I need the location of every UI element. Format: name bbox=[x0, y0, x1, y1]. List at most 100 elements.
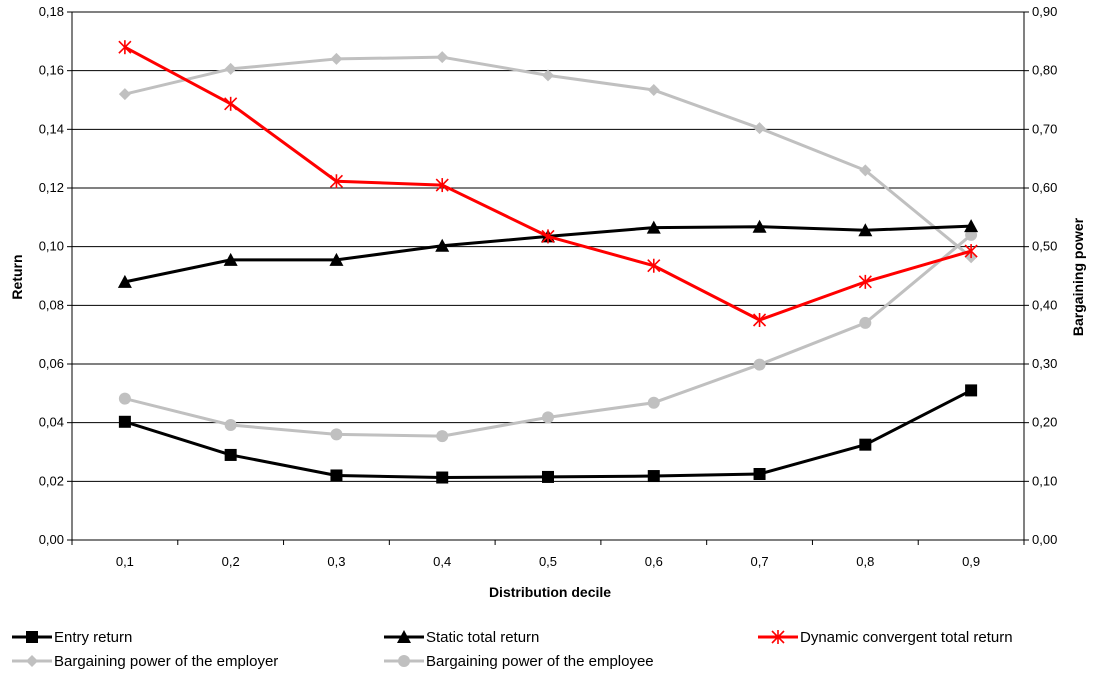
y-tick-label: 0,12 bbox=[39, 180, 64, 195]
series-line bbox=[124, 233, 973, 438]
series-entry-return bbox=[118, 384, 978, 484]
data-point bbox=[859, 164, 872, 177]
y-tick-label: 0,18 bbox=[39, 4, 64, 19]
y-tick-label: 0,04 bbox=[39, 415, 64, 430]
x-tick-label: 0,6 bbox=[645, 554, 663, 569]
legend-label: Entry return bbox=[54, 629, 132, 646]
legend-item: Static total return bbox=[384, 629, 539, 646]
y-tick-label: 0,10 bbox=[39, 239, 64, 254]
y-tick-label: 0,14 bbox=[39, 121, 64, 136]
legend-label: Dynamic convergent total return bbox=[800, 629, 1013, 646]
y-tick-label: 0,16 bbox=[39, 63, 64, 78]
data-point bbox=[752, 313, 767, 327]
data-point bbox=[330, 52, 343, 65]
y2-tick-label: 0,10 bbox=[1032, 473, 1057, 488]
data-point bbox=[647, 396, 660, 409]
data-point bbox=[398, 655, 410, 667]
series-dynamic-convergent-total-return bbox=[118, 40, 978, 327]
data-point bbox=[330, 469, 343, 482]
y2-tick-label: 0,40 bbox=[1032, 297, 1057, 312]
series-line bbox=[124, 389, 972, 480]
y2-axis-title: Bargaining power bbox=[1070, 217, 1086, 336]
series-line bbox=[124, 45, 972, 322]
data-point bbox=[224, 62, 237, 75]
y2-tick-label: 0,00 bbox=[1032, 532, 1057, 547]
y2-tick-label: 0,50 bbox=[1032, 239, 1057, 254]
legend-item: Bargaining power of the employee bbox=[384, 653, 654, 670]
data-point bbox=[859, 438, 872, 451]
data-point bbox=[436, 51, 449, 64]
plot-area bbox=[71, 11, 1025, 541]
data-point bbox=[435, 238, 450, 252]
x-axis-title: Distribution decile bbox=[489, 584, 611, 600]
data-point bbox=[224, 448, 237, 461]
data-point bbox=[26, 631, 38, 643]
legend-item: Bargaining power of the employer bbox=[12, 653, 278, 670]
series-layer bbox=[117, 40, 979, 484]
data-point bbox=[436, 471, 449, 484]
data-point bbox=[542, 411, 554, 424]
x-tick-label: 0,3 bbox=[327, 554, 345, 569]
legend: Entry return Static total return Dynamic c… bbox=[12, 629, 1013, 670]
data-point bbox=[647, 84, 660, 97]
x-tick-label: 0,5 bbox=[539, 554, 557, 569]
y-tick-label: 0,00 bbox=[39, 532, 64, 547]
legend-label: Bargaining power of the employer bbox=[54, 653, 278, 670]
data-point bbox=[118, 88, 131, 101]
y2-tick-label: 0,70 bbox=[1032, 121, 1057, 136]
data-point bbox=[223, 252, 238, 266]
y2-tick-label: 0,90 bbox=[1032, 4, 1057, 19]
data-point bbox=[117, 274, 132, 288]
data-point bbox=[964, 219, 979, 233]
data-point bbox=[26, 655, 38, 667]
x-tick-label: 0,2 bbox=[222, 554, 240, 569]
data-point bbox=[753, 122, 766, 135]
series-bargaining-power-of-the-employer bbox=[118, 51, 978, 264]
data-point bbox=[542, 470, 554, 483]
x-axis: 0,1 0,2 0,3 0,4 0,5 0,6 0,7 0,8 0,9 bbox=[71, 540, 1025, 569]
data-point bbox=[858, 223, 873, 237]
data-point bbox=[859, 316, 872, 329]
legend-label: Bargaining power of the employee bbox=[426, 653, 654, 670]
legend-item: Dynamic convergent total return bbox=[758, 629, 1013, 646]
data-point bbox=[118, 415, 131, 428]
y2-tick-label: 0,20 bbox=[1032, 415, 1057, 430]
y2-tick-label: 0,80 bbox=[1032, 63, 1057, 78]
data-point bbox=[118, 40, 132, 55]
data-point bbox=[752, 219, 767, 233]
data-point bbox=[224, 96, 238, 111]
data-point bbox=[435, 178, 449, 193]
legend-label: Static total return bbox=[426, 629, 539, 646]
data-point bbox=[858, 274, 872, 289]
data-point bbox=[436, 430, 449, 443]
y-tick-label: 0,06 bbox=[39, 356, 64, 371]
data-point bbox=[964, 244, 978, 259]
y-tick-label: 0,02 bbox=[39, 473, 64, 488]
data-point bbox=[965, 384, 978, 397]
data-point bbox=[541, 229, 555, 244]
data-point bbox=[646, 220, 661, 234]
y2-tick-label: 0,30 bbox=[1032, 356, 1057, 371]
series-line bbox=[124, 55, 973, 259]
data-point bbox=[647, 258, 661, 273]
y-axis-title: Return bbox=[9, 254, 25, 299]
y-axis-left: 0,00 0,02 0,04 0,06 0,08 0,10 0,12 0,14 0,16 0,18 bbox=[39, 4, 72, 547]
data-point bbox=[329, 174, 344, 189]
data-point bbox=[542, 69, 554, 82]
data-point bbox=[118, 392, 131, 405]
data-point bbox=[330, 428, 343, 441]
x-tick-label: 0,4 bbox=[433, 554, 451, 569]
data-point bbox=[647, 470, 660, 483]
legend-item: Entry return bbox=[12, 629, 132, 646]
x-tick-label: 0,1 bbox=[116, 554, 134, 569]
y2-tick-label: 0,60 bbox=[1032, 180, 1057, 195]
data-point bbox=[771, 630, 785, 644]
x-tick-label: 0,7 bbox=[751, 554, 769, 569]
data-point bbox=[753, 468, 766, 480]
x-tick-label: 0,8 bbox=[856, 554, 874, 569]
data-point bbox=[329, 252, 344, 266]
x-tick-label: 0,9 bbox=[962, 554, 980, 569]
data-point bbox=[224, 419, 237, 432]
data-point bbox=[753, 358, 766, 371]
